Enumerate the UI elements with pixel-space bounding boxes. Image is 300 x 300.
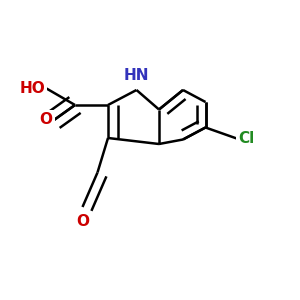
Text: HN: HN <box>124 68 149 82</box>
Text: Cl: Cl <box>238 131 255 146</box>
Text: O: O <box>76 214 89 230</box>
Text: HO: HO <box>19 81 45 96</box>
Text: O: O <box>40 112 52 128</box>
